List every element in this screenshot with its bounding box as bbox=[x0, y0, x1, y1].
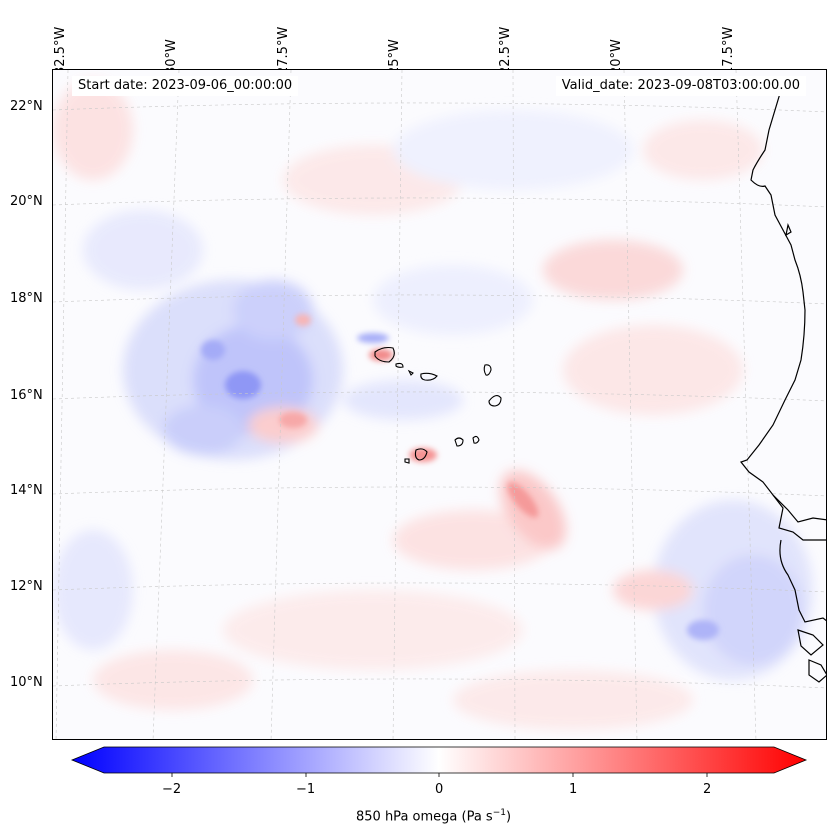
start-date-label: Start date: 2023-09-06_00:00:00 bbox=[72, 76, 299, 96]
cape-verde-islands bbox=[374, 346, 502, 464]
lon-label: 27.5°W bbox=[276, 26, 291, 75]
colorbar-tick-label: 1 bbox=[569, 782, 578, 797]
colorbar-tick-label: 2 bbox=[703, 782, 712, 797]
valid-date-label: Valid_date: 2023-09-08T03:00:00.00 bbox=[555, 76, 806, 96]
colorbar-title-text: 850 hPa omega (Pa s bbox=[356, 809, 493, 825]
omega-field bbox=[53, 70, 826, 739]
colorbar-title-sup: −1 bbox=[492, 808, 506, 818]
lon-label: 17.5°W bbox=[721, 26, 736, 75]
colorbar-tick-label: 0 bbox=[435, 782, 444, 797]
colorbar-tick-label: −2 bbox=[162, 782, 182, 797]
lat-label: 18°N bbox=[10, 291, 43, 306]
coastline bbox=[739, 83, 826, 683]
map-panel: Start date: 2023-09-06_00:00:00 Valid_da… bbox=[52, 69, 827, 740]
lat-label: 16°N bbox=[10, 388, 43, 403]
lat-label: 22°N bbox=[10, 99, 43, 114]
colorbar-title-end: ) bbox=[505, 809, 512, 825]
lat-label: 20°N bbox=[10, 194, 43, 209]
colorbar-tick-label: −1 bbox=[296, 782, 316, 797]
lon-label: 22.5°W bbox=[498, 26, 513, 75]
colorbar bbox=[70, 746, 808, 777]
lon-label: 32.5°W bbox=[53, 26, 68, 75]
lat-label: 14°N bbox=[10, 483, 43, 498]
lat-label: 10°N bbox=[10, 675, 43, 690]
lat-label: 12°N bbox=[10, 579, 43, 594]
colorbar-title: 850 hPa omega (Pa s−1) bbox=[356, 808, 511, 824]
